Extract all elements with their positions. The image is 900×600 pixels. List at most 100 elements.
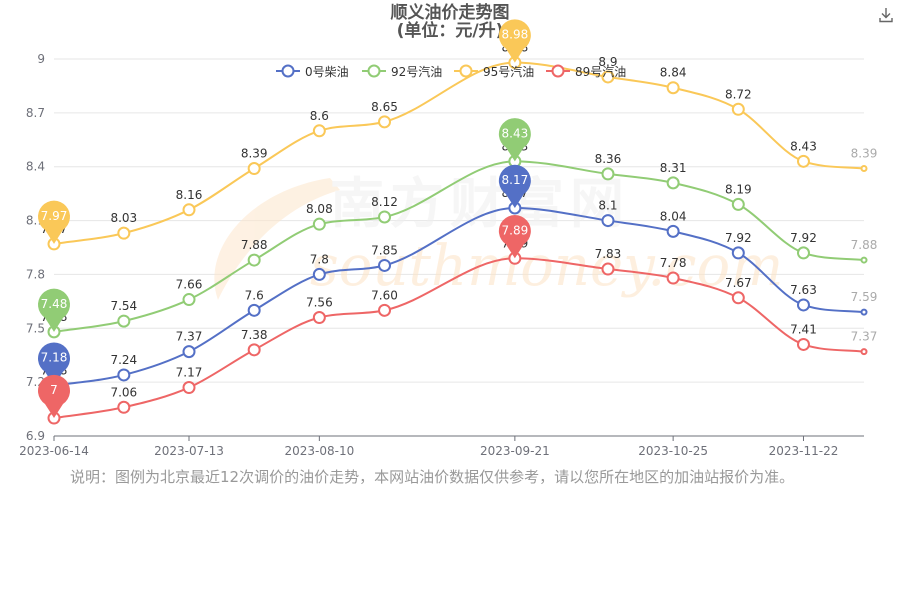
data-label: 7.88 xyxy=(241,238,268,252)
data-point xyxy=(666,271,680,285)
data-point xyxy=(247,303,261,317)
y-tick-label: 9 xyxy=(37,52,45,66)
data-point xyxy=(796,337,810,351)
legend-symbol xyxy=(281,64,295,78)
legend: 0号柴油 92号汽油 95号汽油 89号汽油 xyxy=(276,64,626,79)
legend-item[interactable]: 0号柴油 xyxy=(276,64,349,79)
y-tick-label: 8.4 xyxy=(26,160,45,174)
data-point xyxy=(117,368,131,382)
data-label: 7.85 xyxy=(371,243,398,257)
pin-marker: 7.18 xyxy=(37,342,70,386)
pin-marker: 8.43 xyxy=(498,118,531,162)
data-point xyxy=(731,197,745,211)
watermark-cn-text: 南方财富网 xyxy=(330,172,630,235)
data-point xyxy=(601,214,615,228)
chart-subtitle: (单位：元/升) xyxy=(396,21,504,41)
data-point xyxy=(666,224,680,238)
data-point xyxy=(378,115,392,129)
data-label: 7.88 xyxy=(851,238,878,252)
x-tick-label: 2023-09-21 xyxy=(480,444,550,458)
download-icon[interactable] xyxy=(877,6,895,24)
data-point xyxy=(312,124,326,138)
data-point xyxy=(601,167,615,181)
x-tick-label: 2023-07-13 xyxy=(154,444,224,458)
y-tick-label: 7.8 xyxy=(26,267,45,281)
pin-marker: 7 xyxy=(37,374,70,419)
data-point xyxy=(247,162,261,176)
pin-shape xyxy=(37,374,70,419)
data-label: 7.59 xyxy=(851,290,878,304)
pin-label: 7.97 xyxy=(41,209,68,223)
data-point xyxy=(860,256,868,264)
series-3: 77.067.177.387.567.607.897.837.787.677.4… xyxy=(47,236,878,425)
chart-title: 顺义油价走势图 xyxy=(390,3,510,23)
pin-label: 7.48 xyxy=(41,297,68,311)
legend-label: 0号柴油 xyxy=(305,65,349,79)
data-point xyxy=(860,308,868,316)
data-point xyxy=(117,400,131,414)
y-tick-label: 6.9 xyxy=(26,429,45,443)
data-point xyxy=(731,246,745,260)
data-label: 7.37 xyxy=(176,330,203,344)
data-label: 8.72 xyxy=(725,87,752,101)
data-label: 8.9 xyxy=(598,55,617,69)
x-tick-label: 2023-06-14 xyxy=(19,444,89,458)
pin-marker: 7.97 xyxy=(37,200,70,244)
data-label: 8.65 xyxy=(371,100,398,114)
data-point xyxy=(731,102,745,116)
pin-shape xyxy=(498,19,531,63)
data-label: 7.41 xyxy=(790,322,817,336)
pin-shape xyxy=(37,200,70,244)
legend-item[interactable]: 89号汽油 xyxy=(546,64,626,79)
pin-shape xyxy=(37,288,70,332)
watermark-swoosh xyxy=(214,178,340,300)
pin-marker: 7.48 xyxy=(37,288,70,332)
data-point xyxy=(182,203,196,217)
data-point xyxy=(247,253,261,267)
data-point xyxy=(666,81,680,95)
data-label: 8.12 xyxy=(371,195,398,209)
data-point xyxy=(117,226,131,240)
data-label: 8.08 xyxy=(306,202,333,216)
chart-note: 说明：图例为北京最近12次调价的油价走势，本网站油价数据仅供参考，请以您所在地区… xyxy=(70,468,795,486)
pin-marker: 8.98 xyxy=(498,19,531,63)
pin-marker: 7.89 xyxy=(498,215,531,259)
pin-label: 7.18 xyxy=(41,351,68,365)
legend-item[interactable]: 92号汽油 xyxy=(362,64,442,79)
pin-label: 7 xyxy=(50,383,58,397)
data-label: 7.38 xyxy=(241,328,268,342)
data-point xyxy=(182,345,196,359)
pin-shape xyxy=(498,118,531,162)
data-label: 7.66 xyxy=(176,278,203,292)
legend-symbol xyxy=(551,64,565,78)
data-label: 7.54 xyxy=(110,299,137,313)
data-label: 7.37 xyxy=(851,330,878,344)
data-label: 8.84 xyxy=(660,66,687,80)
data-label: 7.83 xyxy=(595,247,622,261)
data-point xyxy=(860,165,868,173)
data-label: 7.67 xyxy=(725,276,752,290)
pin-shape xyxy=(498,164,531,209)
data-point xyxy=(666,176,680,190)
data-point xyxy=(182,293,196,307)
data-point xyxy=(117,314,131,328)
data-label: 7.63 xyxy=(790,283,817,297)
data-label: 7.92 xyxy=(790,231,817,245)
data-point xyxy=(860,348,868,356)
data-point xyxy=(378,258,392,272)
data-point xyxy=(796,246,810,260)
legend-item[interactable]: 95号汽油 xyxy=(454,64,534,79)
data-point xyxy=(601,70,615,84)
data-label: 7.6 xyxy=(245,288,264,302)
data-point xyxy=(378,303,392,317)
data-point xyxy=(312,217,326,231)
data-label: 8.19 xyxy=(725,182,752,196)
data-point xyxy=(601,262,615,276)
x-tick-label: 2023-08-10 xyxy=(284,444,354,458)
legend-symbol xyxy=(459,64,473,78)
data-label: 8.43 xyxy=(790,139,817,153)
data-label: 7.06 xyxy=(110,385,137,399)
data-label: 8.31 xyxy=(660,161,687,175)
data-label: 7.56 xyxy=(306,296,333,310)
legend-label: 92号汽油 xyxy=(391,64,442,79)
